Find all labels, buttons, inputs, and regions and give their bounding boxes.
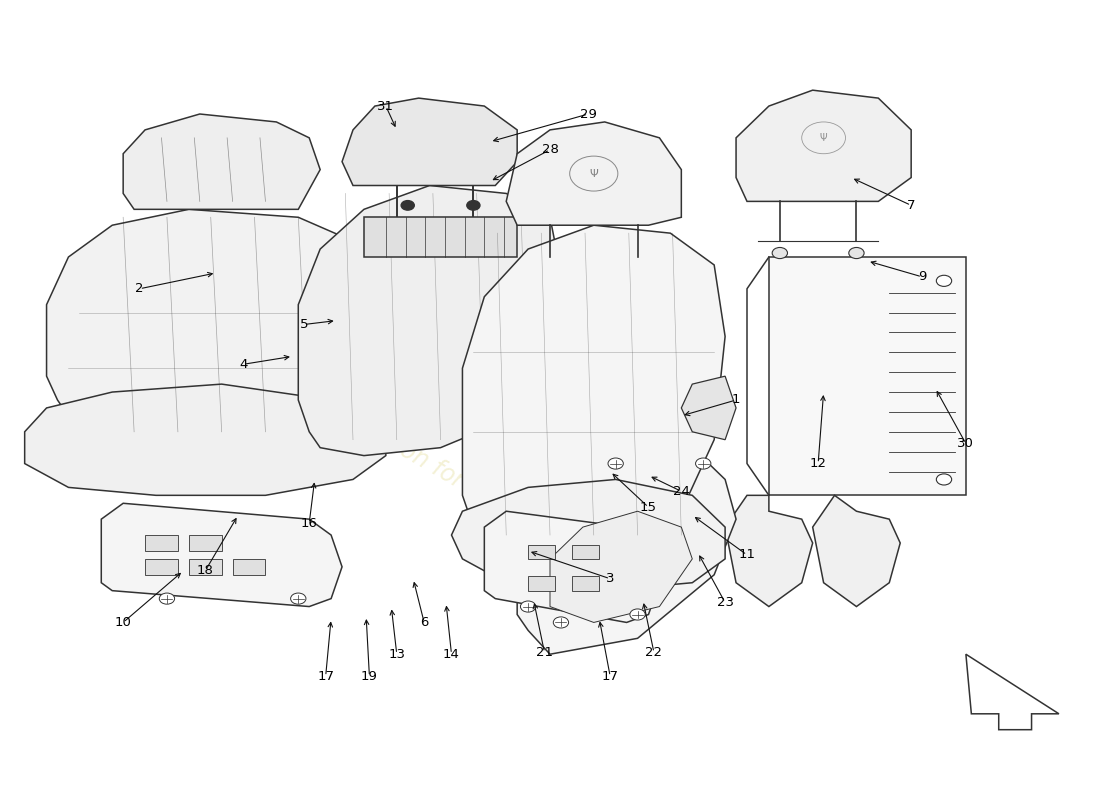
Text: 16: 16	[300, 517, 318, 530]
Text: 12: 12	[810, 457, 826, 470]
Polygon shape	[528, 576, 556, 590]
Text: europeparts: europeparts	[229, 261, 696, 570]
Text: 11: 11	[738, 549, 756, 562]
Circle shape	[608, 458, 624, 469]
Circle shape	[402, 201, 415, 210]
Polygon shape	[572, 576, 600, 590]
Polygon shape	[145, 559, 178, 574]
Polygon shape	[342, 98, 517, 186]
Text: 14: 14	[443, 648, 460, 661]
Circle shape	[936, 474, 952, 485]
Text: Ψ: Ψ	[820, 133, 827, 143]
Polygon shape	[506, 122, 681, 226]
Text: 1: 1	[732, 394, 740, 406]
Circle shape	[160, 593, 175, 604]
Text: 17: 17	[602, 670, 618, 683]
Text: 19: 19	[361, 670, 378, 683]
Text: 2: 2	[135, 282, 144, 295]
Polygon shape	[451, 479, 725, 590]
Polygon shape	[189, 535, 222, 551]
Polygon shape	[101, 503, 342, 606]
Circle shape	[849, 247, 865, 258]
Circle shape	[772, 247, 788, 258]
Polygon shape	[462, 226, 725, 551]
Polygon shape	[24, 384, 386, 495]
Polygon shape	[769, 257, 966, 495]
Text: Ψ: Ψ	[590, 169, 598, 178]
Polygon shape	[364, 218, 517, 257]
Circle shape	[695, 458, 711, 469]
Polygon shape	[736, 90, 911, 202]
Circle shape	[520, 601, 536, 612]
Polygon shape	[46, 210, 375, 448]
Text: 28: 28	[541, 143, 559, 156]
Polygon shape	[528, 545, 556, 559]
Text: 15: 15	[640, 501, 657, 514]
Polygon shape	[681, 376, 736, 440]
Circle shape	[936, 275, 952, 286]
Text: 31: 31	[377, 99, 394, 113]
Text: 3: 3	[606, 572, 615, 586]
Polygon shape	[298, 186, 561, 456]
Text: 13: 13	[388, 648, 405, 661]
Text: 21: 21	[536, 646, 553, 659]
Text: 22: 22	[646, 646, 662, 659]
Polygon shape	[232, 559, 265, 574]
Polygon shape	[123, 114, 320, 210]
Text: 5: 5	[299, 318, 308, 331]
Text: 18: 18	[197, 564, 213, 578]
Text: 9: 9	[917, 270, 926, 283]
Text: 10: 10	[114, 616, 132, 629]
Text: a passion for parts since 1985: a passion for parts since 1985	[323, 396, 645, 595]
Polygon shape	[572, 545, 600, 559]
Polygon shape	[517, 448, 736, 654]
Text: 24: 24	[673, 485, 690, 498]
Polygon shape	[484, 511, 659, 622]
Text: 6: 6	[420, 616, 428, 629]
Text: 4: 4	[240, 358, 248, 370]
Polygon shape	[550, 511, 692, 622]
Polygon shape	[813, 495, 900, 606]
Text: 23: 23	[716, 596, 734, 609]
Polygon shape	[145, 535, 178, 551]
Circle shape	[290, 593, 306, 604]
Circle shape	[553, 617, 569, 628]
Text: 30: 30	[957, 437, 975, 450]
Polygon shape	[189, 559, 222, 574]
Circle shape	[466, 201, 480, 210]
Text: 17: 17	[317, 670, 334, 683]
Circle shape	[630, 609, 646, 620]
Text: 29: 29	[580, 107, 596, 121]
Polygon shape	[725, 495, 813, 606]
Polygon shape	[966, 654, 1059, 730]
Text: 7: 7	[906, 199, 915, 212]
